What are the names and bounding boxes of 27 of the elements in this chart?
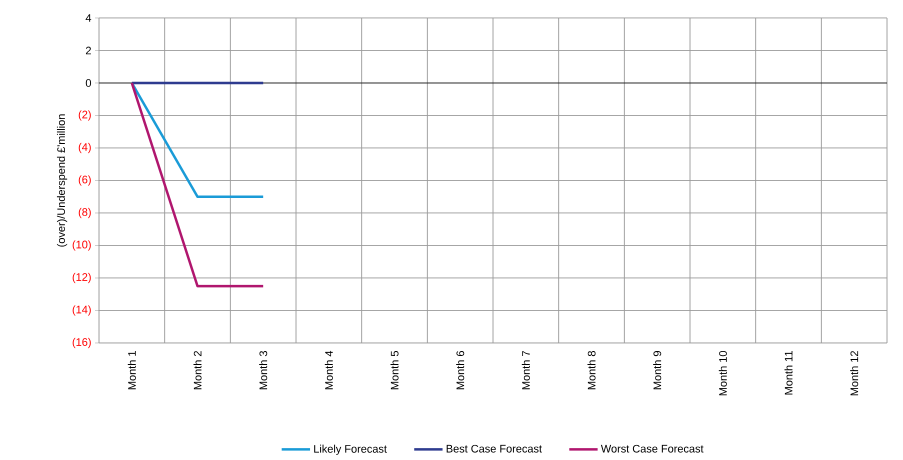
x-tick-label: Month 5 [390, 350, 399, 390]
x-tick-label: Month 9 [653, 351, 662, 390]
y-tick-label: 0 [86, 79, 92, 87]
legend-label: Likely Forecast [314, 444, 387, 455]
y-tick-label: 4 [86, 14, 92, 22]
y-tick-label: (16) [72, 338, 91, 348]
x-tick-label: Month 7 [522, 351, 530, 390]
y-tick-label: (4) [78, 142, 91, 154]
legend-label: Best Case Forecast [446, 444, 542, 453]
y-tick-label: 2 [86, 46, 91, 54]
x-tick-label: Month 11 [784, 351, 793, 394]
x-tick-label: Month 10 [718, 350, 727, 396]
y-axis-title: (over)/Underspend £'million [56, 114, 68, 247]
y-tick-label: (10) [72, 240, 91, 251]
y-tick-label: (12) [72, 272, 91, 284]
x-tick-label: Month 1 [128, 351, 136, 390]
y-tick-label: (14) [72, 305, 91, 316]
x-tick-label: Month 2 [193, 351, 202, 390]
x-tick-label: Month 3 [259, 351, 268, 390]
y-tick-label: (6) [78, 175, 91, 186]
y-tick-label: (8) [78, 208, 91, 218]
x-tick-label: Month 6 [456, 351, 464, 390]
x-tick-label: Month 8 [587, 351, 596, 390]
legend-label: Worst Case Forecast [600, 444, 704, 453]
y-tick-label: (2) [78, 110, 91, 121]
x-tick-label: Month 12 [850, 351, 858, 396]
x-tick-label: Month 4 [324, 350, 333, 390]
